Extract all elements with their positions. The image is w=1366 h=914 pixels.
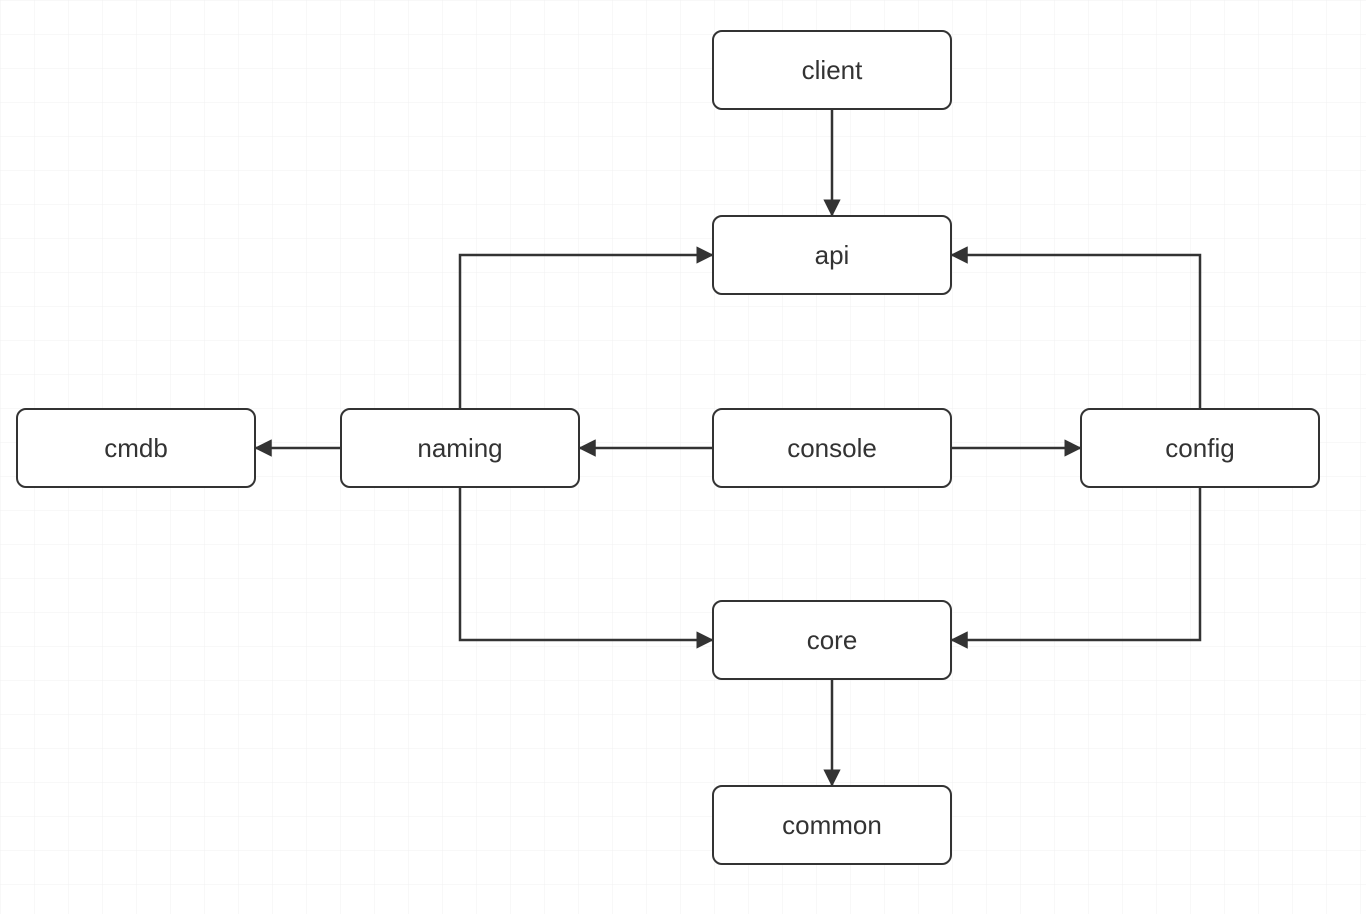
node-label: config <box>1165 433 1234 464</box>
node-label: console <box>787 433 877 464</box>
node-label: common <box>782 810 882 841</box>
node-cmdb: cmdb <box>16 408 256 488</box>
node-common: common <box>712 785 952 865</box>
node-core: core <box>712 600 952 680</box>
node-label: api <box>815 240 850 271</box>
node-label: cmdb <box>104 433 168 464</box>
node-api: api <box>712 215 952 295</box>
node-client: client <box>712 30 952 110</box>
node-naming: naming <box>340 408 580 488</box>
node-label: core <box>807 625 858 656</box>
diagram-canvas: client api cmdb naming console config co… <box>0 0 1366 914</box>
node-label: naming <box>417 433 502 464</box>
node-config: config <box>1080 408 1320 488</box>
node-console: console <box>712 408 952 488</box>
node-label: client <box>802 55 863 86</box>
